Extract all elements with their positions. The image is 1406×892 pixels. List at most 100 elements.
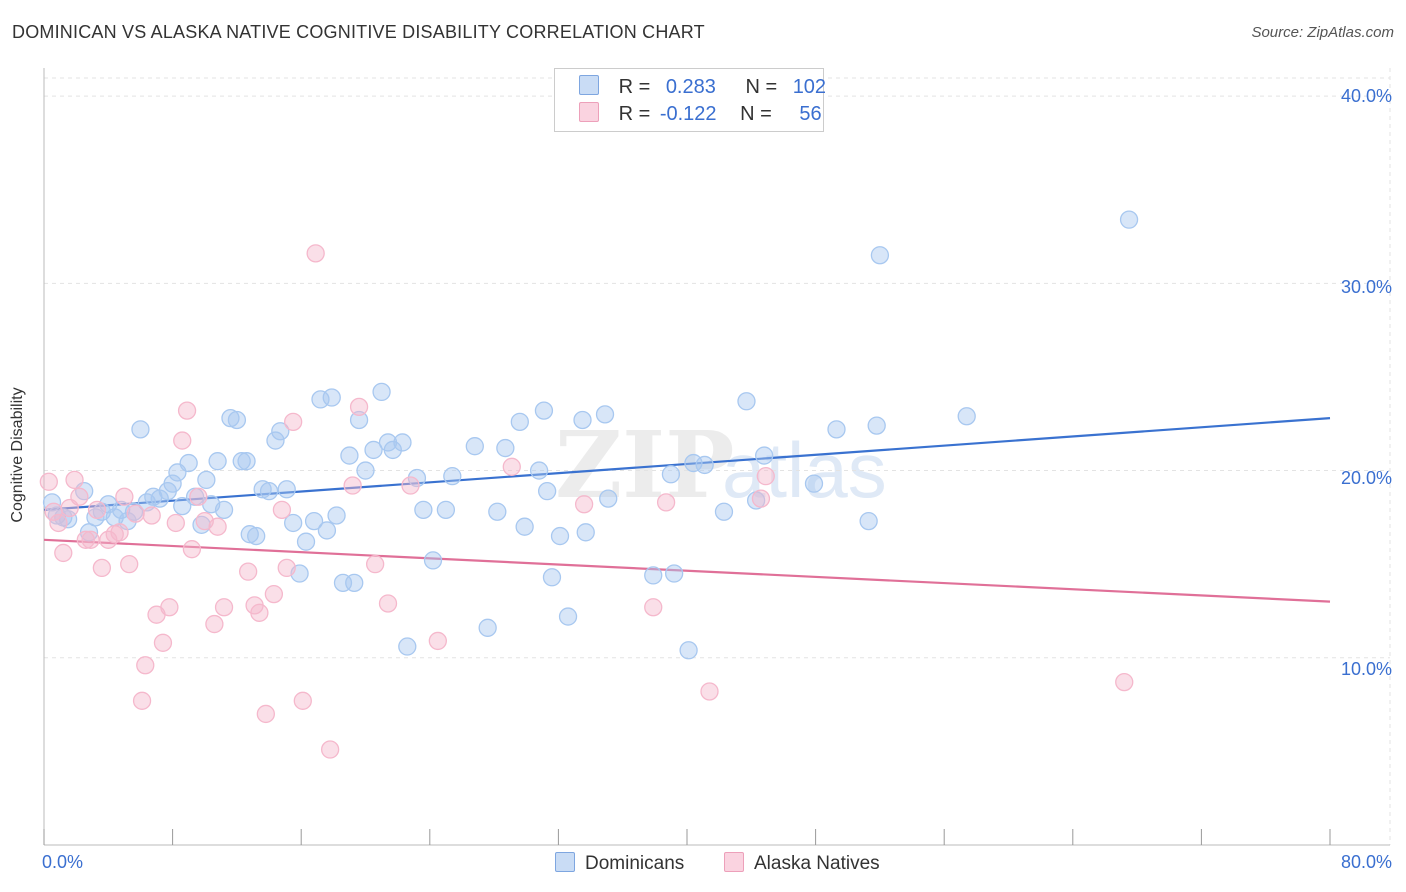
dominicans-point bbox=[296, 532, 316, 551]
dominicans-point bbox=[345, 573, 364, 593]
r-label: R = bbox=[618, 76, 651, 98]
dominicans-point bbox=[542, 568, 562, 587]
dominicans-point bbox=[599, 489, 618, 508]
y-tick-label: 40.0% bbox=[1340, 86, 1392, 106]
dominicans-point bbox=[870, 246, 890, 265]
dominicans-point bbox=[317, 521, 337, 540]
dominicans-point bbox=[240, 525, 259, 544]
dominicans-point bbox=[576, 523, 595, 542]
legend-item-alaska-natives[interactable]: Alaska Natives bbox=[724, 852, 880, 875]
dominicans-point bbox=[277, 480, 296, 499]
alaska-natives-point bbox=[428, 631, 447, 651]
alaska-natives-point bbox=[76, 530, 95, 549]
alaska-natives-point bbox=[205, 614, 224, 634]
alaska-natives-point bbox=[120, 555, 139, 574]
dominicans-point bbox=[804, 474, 824, 493]
dominicans-point bbox=[827, 420, 846, 439]
dominicans-point bbox=[237, 452, 256, 471]
dominicans-trend-line bbox=[43, 417, 1331, 511]
dominicans-point bbox=[755, 446, 774, 465]
n-value: 56 bbox=[799, 103, 822, 125]
dominicans-swatch bbox=[555, 852, 575, 872]
alaska-natives-point bbox=[502, 457, 521, 476]
dominicans-point bbox=[383, 440, 402, 460]
dominicans-point bbox=[1119, 210, 1139, 229]
alaska-natives-point bbox=[142, 506, 161, 525]
alaska-natives-point bbox=[239, 562, 258, 581]
alaska-natives-point bbox=[644, 598, 663, 617]
dominicans-point bbox=[327, 506, 346, 525]
alaska-natives-point bbox=[87, 500, 107, 520]
alaska-natives-point bbox=[153, 633, 173, 652]
dominicans-point bbox=[179, 453, 198, 473]
dominicans-point bbox=[266, 431, 285, 450]
dominicans-point bbox=[661, 465, 681, 484]
dominicans-point bbox=[488, 502, 507, 521]
alaska-natives-point bbox=[126, 504, 145, 523]
alaska-natives-point bbox=[401, 476, 420, 495]
dominicans-point bbox=[284, 513, 303, 533]
alaska-natives-point bbox=[92, 558, 112, 578]
dominicans-point bbox=[443, 467, 462, 486]
x-tick-label: 80.0% bbox=[1340, 852, 1392, 872]
y-tick-label: 30.0% bbox=[1340, 277, 1392, 297]
dominicans-point bbox=[679, 641, 698, 660]
alaska-natives-point bbox=[293, 691, 312, 710]
stats-row-dominicans: R = 0.283 N = 102 bbox=[579, 75, 826, 103]
dominicans-point bbox=[131, 420, 150, 439]
n-label: N = bbox=[745, 76, 778, 98]
r-label: R = bbox=[618, 103, 651, 125]
alaska-natives-point bbox=[264, 584, 284, 604]
dominicans-point bbox=[664, 564, 684, 583]
dominicans-point bbox=[197, 470, 216, 490]
alaska-natives-point bbox=[574, 495, 594, 514]
y-tick-label: 10.0% bbox=[1340, 659, 1392, 679]
dominicans-point bbox=[398, 637, 417, 656]
alaska-natives-point bbox=[160, 598, 179, 617]
watermark-zip: ZIP bbox=[555, 411, 734, 519]
dominicans-point bbox=[214, 500, 234, 520]
alaska-natives-point bbox=[656, 493, 676, 512]
alaska-natives-point bbox=[166, 513, 185, 533]
alaska-natives-point bbox=[349, 397, 369, 417]
dominicans-point bbox=[714, 502, 734, 521]
dominicans-point bbox=[684, 453, 703, 473]
dominicans-point bbox=[173, 496, 192, 516]
alaska-natives-point bbox=[208, 517, 227, 536]
dominicans-point bbox=[478, 618, 497, 637]
alaska-natives-point bbox=[272, 500, 292, 520]
dominicans-point bbox=[496, 438, 515, 458]
legend-item-dominicans[interactable]: Dominicans bbox=[555, 852, 684, 875]
dominicans-point bbox=[232, 452, 251, 471]
dominicans-point bbox=[867, 416, 886, 435]
dominicans-point bbox=[349, 410, 369, 430]
dominicans-point bbox=[163, 474, 182, 493]
dominicans-point bbox=[322, 388, 341, 407]
r-value: 0.283 bbox=[665, 76, 716, 98]
dominicans-point bbox=[423, 551, 443, 570]
dominicans-point bbox=[372, 382, 391, 402]
dominicans-point bbox=[550, 526, 570, 546]
dominicans-point bbox=[859, 511, 878, 531]
dominicans-point bbox=[304, 511, 324, 531]
alaska-natives-point bbox=[115, 487, 134, 506]
alaska-natives-point bbox=[182, 540, 202, 559]
alaska-natives-point bbox=[173, 431, 192, 450]
dominicans-point bbox=[558, 607, 578, 626]
dominicans-point bbox=[573, 410, 592, 430]
alaska-natives-point bbox=[256, 704, 275, 724]
dominicans-point bbox=[253, 480, 272, 499]
alaska-natives-point bbox=[378, 594, 398, 613]
alaska-natives-point bbox=[132, 691, 152, 710]
alaska-natives-swatch bbox=[579, 102, 599, 122]
alaska-natives-point bbox=[81, 530, 100, 549]
n-value: 102 bbox=[792, 76, 827, 98]
dominicans-point bbox=[737, 392, 756, 411]
dominicans-point bbox=[356, 461, 375, 480]
dominicans-point bbox=[957, 407, 976, 426]
r-value: -0.122 bbox=[659, 103, 717, 125]
dominicans-point bbox=[259, 481, 279, 501]
alaska-natives-point bbox=[343, 476, 362, 495]
alaska-natives-point bbox=[320, 740, 340, 759]
alaska-natives-point bbox=[277, 558, 296, 578]
